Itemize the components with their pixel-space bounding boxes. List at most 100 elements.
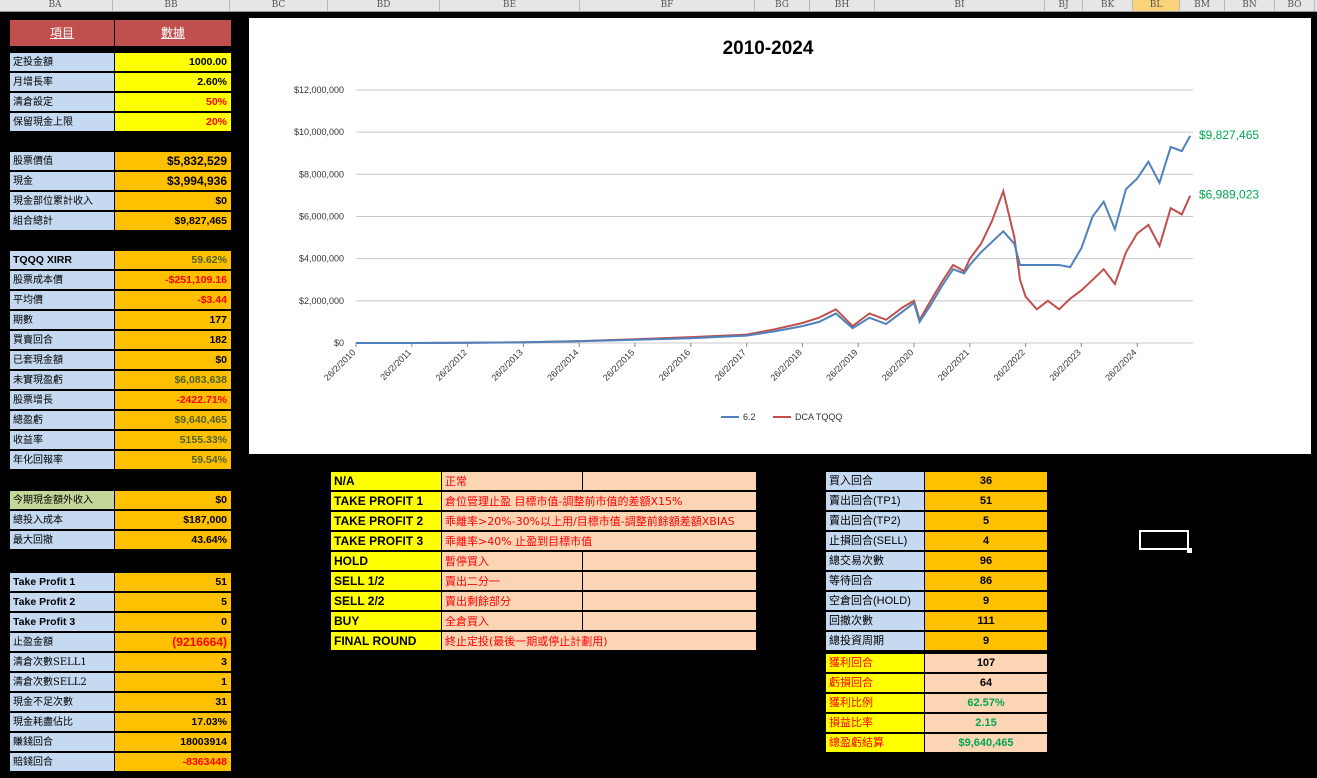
- legend-key-0[interactable]: N/A: [330, 471, 442, 491]
- value-group4-1[interactable]: $187,000: [114, 510, 232, 530]
- legend-desc-3[interactable]: 乖離率>40% 止盈到目標市值: [441, 531, 757, 551]
- legend-desc-5[interactable]: 賣出二分一: [441, 571, 583, 591]
- column-header-bi[interactable]: BI: [875, 0, 1045, 11]
- legend-desc-1[interactable]: 倉位管理止盈 目標市值-調整前市值的差額X15%: [441, 491, 757, 511]
- label-group1-2[interactable]: 清倉設定: [9, 92, 115, 112]
- value-group3-7[interactable]: -2422.71%: [114, 390, 232, 410]
- value-group1-0[interactable]: 1000.00: [114, 52, 232, 72]
- stat-label-6[interactable]: 空倉回合(HOLD): [825, 591, 925, 611]
- value-group2-2[interactable]: $0: [114, 191, 232, 211]
- label-group5-4[interactable]: 清倉次數SELL1: [9, 652, 115, 672]
- legend-key-7[interactable]: BUY: [330, 611, 442, 631]
- label-group4-2[interactable]: 最大回撤: [9, 530, 115, 550]
- stat-label-4[interactable]: 總交易次數: [825, 551, 925, 571]
- stat-value-5[interactable]: 86: [924, 571, 1048, 591]
- label-group2-3[interactable]: 組合總計: [9, 211, 115, 231]
- column-header-bm[interactable]: BM: [1180, 0, 1225, 11]
- value-group5-3[interactable]: (9216664): [114, 632, 232, 652]
- stat-label-5[interactable]: 等待回合: [825, 571, 925, 591]
- value-group2-1[interactable]: $3,994,936: [114, 171, 232, 191]
- legend-key-8[interactable]: FINAL ROUND: [330, 631, 442, 651]
- column-header-bb[interactable]: BB: [113, 0, 230, 11]
- result-label-1[interactable]: 虧損回合: [825, 673, 925, 693]
- legend-empty-7[interactable]: [582, 611, 757, 631]
- value-group1-2[interactable]: 50%: [114, 92, 232, 112]
- legend-desc-6[interactable]: 賣出剩餘部分: [441, 591, 583, 611]
- header-value[interactable]: 數據: [114, 19, 232, 47]
- column-header-bd[interactable]: BD: [328, 0, 440, 11]
- column-header-bo[interactable]: BO: [1275, 0, 1315, 11]
- label-group5-9[interactable]: 賠錢回合: [9, 752, 115, 772]
- value-group3-1[interactable]: -$251,109.16: [114, 270, 232, 290]
- result-label-2[interactable]: 獲利比例: [825, 693, 925, 713]
- column-header-bc[interactable]: BC: [230, 0, 328, 11]
- stat-value-8[interactable]: 9: [924, 631, 1048, 651]
- legend-key-5[interactable]: SELL 1/2: [330, 571, 442, 591]
- column-header-bf[interactable]: BF: [580, 0, 755, 11]
- result-value-2[interactable]: 62.57%: [924, 693, 1048, 713]
- value-group5-7[interactable]: 17.03%: [114, 712, 232, 732]
- value-group3-5[interactable]: $0: [114, 350, 232, 370]
- column-header-ba[interactable]: BA: [0, 0, 113, 11]
- label-group3-5[interactable]: 已套現金額: [9, 350, 115, 370]
- result-value-4[interactable]: $9,640,465: [924, 733, 1048, 753]
- result-value-0[interactable]: 107: [924, 653, 1048, 673]
- label-group3-2[interactable]: 平均價: [9, 290, 115, 310]
- label-group3-6[interactable]: 未實現盈虧: [9, 370, 115, 390]
- stat-value-4[interactable]: 96: [924, 551, 1048, 571]
- value-group2-3[interactable]: $9,827,465: [114, 211, 232, 231]
- column-header-be[interactable]: BE: [440, 0, 580, 11]
- label-group1-3[interactable]: 保留現金上限: [9, 112, 115, 132]
- label-group5-3[interactable]: 止盈金額: [9, 632, 115, 652]
- value-group5-2[interactable]: 0: [114, 612, 232, 632]
- legend-key-4[interactable]: HOLD: [330, 551, 442, 571]
- legend-empty-4[interactable]: [582, 551, 757, 571]
- value-group5-0[interactable]: 51: [114, 572, 232, 592]
- label-group3-9[interactable]: 收益率: [9, 430, 115, 450]
- value-group3-2[interactable]: -$3.44: [114, 290, 232, 310]
- value-group1-3[interactable]: 20%: [114, 112, 232, 132]
- legend-desc-0[interactable]: 正常: [441, 471, 583, 491]
- legend-empty-0[interactable]: [582, 471, 757, 491]
- legend-key-6[interactable]: SELL 2/2: [330, 591, 442, 611]
- value-group5-1[interactable]: 5: [114, 592, 232, 612]
- selected-cell[interactable]: [1139, 530, 1192, 553]
- value-group5-4[interactable]: 3: [114, 652, 232, 672]
- label-group2-0[interactable]: 股票價值: [9, 151, 115, 171]
- label-group5-0[interactable]: Take Profit 1: [9, 572, 115, 592]
- column-header-bn[interactable]: BN: [1225, 0, 1275, 11]
- result-value-3[interactable]: 2.15: [924, 713, 1048, 733]
- stat-value-7[interactable]: 111: [924, 611, 1048, 631]
- label-group3-3[interactable]: 期數: [9, 310, 115, 330]
- label-group2-1[interactable]: 現金: [9, 171, 115, 191]
- value-group4-0[interactable]: $0: [114, 490, 232, 510]
- value-group5-5[interactable]: 1: [114, 672, 232, 692]
- label-group5-7[interactable]: 現金耗盡佔比: [9, 712, 115, 732]
- stat-label-1[interactable]: 賣出回合(TP1): [825, 491, 925, 511]
- label-group1-1[interactable]: 月增長率: [9, 72, 115, 92]
- stat-value-6[interactable]: 9: [924, 591, 1048, 611]
- column-header-bk[interactable]: BK: [1083, 0, 1133, 11]
- label-group5-1[interactable]: Take Profit 2: [9, 592, 115, 612]
- value-group3-6[interactable]: $6,083,638: [114, 370, 232, 390]
- stat-label-7[interactable]: 回撤次數: [825, 611, 925, 631]
- label-group5-8[interactable]: 賺錢回合: [9, 732, 115, 752]
- result-label-3[interactable]: 損益比率: [825, 713, 925, 733]
- legend-key-1[interactable]: TAKE PROFIT 1: [330, 491, 442, 511]
- value-group3-10[interactable]: 59.54%: [114, 450, 232, 470]
- label-group5-2[interactable]: Take Profit 3: [9, 612, 115, 632]
- legend-desc-7[interactable]: 全倉買入: [441, 611, 583, 631]
- legend-empty-5[interactable]: [582, 571, 757, 591]
- column-header-bg[interactable]: BG: [755, 0, 810, 11]
- label-group4-0[interactable]: 今期現金額外收入: [9, 490, 115, 510]
- legend-key-2[interactable]: TAKE PROFIT 2: [330, 511, 442, 531]
- stat-value-0[interactable]: 36: [924, 471, 1048, 491]
- label-group3-7[interactable]: 股票增長: [9, 390, 115, 410]
- label-group5-6[interactable]: 現金不足次數: [9, 692, 115, 712]
- value-group3-8[interactable]: $9,640,465: [114, 410, 232, 430]
- stat-value-3[interactable]: 4: [924, 531, 1048, 551]
- value-group3-9[interactable]: 5155.33%: [114, 430, 232, 450]
- label-group1-0[interactable]: 定投金額: [9, 52, 115, 72]
- legend-desc-4[interactable]: 暫停買入: [441, 551, 583, 571]
- value-group2-0[interactable]: $5,832,529: [114, 151, 232, 171]
